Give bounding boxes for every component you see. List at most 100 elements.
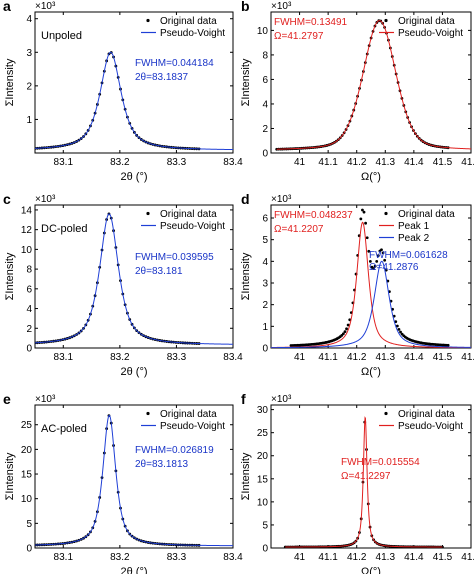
x-tick-label: 83.3 (167, 157, 187, 168)
series-line-pseudo-voight (276, 20, 471, 150)
x-tick-label: 83.1 (54, 352, 74, 363)
x-tick-label: 83.1 (54, 552, 74, 563)
y-tick-label: 5 (262, 520, 268, 531)
x-tick-label: 41.3 (376, 552, 396, 563)
y-axis-label: ΣIntensity (4, 252, 16, 300)
panel-letter: e (3, 391, 11, 407)
y-tick-label: 10 (257, 26, 269, 37)
x-tick-label: 41.1 (318, 352, 338, 363)
x-tick-label: 41.3 (376, 157, 396, 168)
y-tick-label: 2 (26, 81, 32, 92)
data-point (362, 210, 366, 214)
data-point (346, 323, 350, 327)
x-axis-label: Ω(°) (361, 171, 381, 183)
chart-panel-b: b ×10³ 41 41.1 41.2 41.3 41.4 41.5 41.6 0 2 4 6 8 10 Ω(… (240, 0, 474, 183)
series-line-peak-2 (271, 260, 471, 348)
y-tick-label: 10 (21, 494, 33, 505)
sample-label: DC-poled (41, 223, 87, 235)
x-axis-label: 2θ (°) (120, 171, 147, 183)
data-point (399, 330, 402, 334)
y-tick-label: 20 (21, 445, 33, 456)
data-point (383, 258, 387, 262)
y-tick-label: 4 (262, 257, 268, 268)
data-point (373, 264, 377, 268)
y-axis-label: ΣIntensity (240, 58, 252, 106)
panel-letter: b (241, 0, 250, 14)
x-tick-label: 41.1 (318, 157, 338, 168)
data-point (372, 267, 375, 270)
fit-annotation: FWHM=0.015554 (341, 457, 420, 468)
data-point (367, 249, 371, 253)
fit-annotation: FWHM=0.026819 (135, 445, 214, 456)
y-exponent-label: ×10³ (35, 1, 56, 12)
plot-frame (34, 204, 234, 349)
x-tick-label: 41.6 (461, 552, 474, 563)
y-tick-label: 25 (257, 428, 269, 439)
y-tick-label: 8 (26, 265, 32, 276)
legend-entry: Original data (398, 409, 455, 420)
y-tick-label: 5 (26, 519, 32, 530)
y-tick-label: 1 (26, 115, 32, 126)
legend-marker (146, 411, 150, 416)
plot-frame (270, 404, 472, 549)
legend-entry: Peak 2 (398, 233, 430, 244)
y-axis-label: ΣIntensity (240, 252, 252, 300)
legend-marker (384, 211, 388, 216)
x-axis-label: 2θ (°) (120, 566, 147, 574)
data-point (345, 327, 348, 331)
legend-entry: Original data (160, 409, 217, 420)
sample-label: AC-poled (41, 423, 87, 435)
fit-annotation: FWHM=0.048237 (274, 210, 353, 221)
y-exponent-label: ×10³ (35, 394, 56, 405)
y-tick-label: 4 (262, 99, 268, 110)
legend-entry: Pseudo-Voight (398, 28, 463, 39)
legend-entry: Peak 1 (398, 221, 430, 232)
fit-annotation-2: FWHM=0.061628 (369, 250, 448, 261)
data-layer (35, 414, 233, 547)
fit-annotation: FWHM=0.13491 (274, 17, 348, 28)
chart-panel-e: e ×10³ 83.1 83.2 83.3 83.4 0 5 10 15 20 25 2θ (°) ΣIn… (3, 391, 243, 574)
plot-frame (270, 204, 472, 349)
panel-letter: d (241, 191, 250, 207)
fit-annotation: Ω=41.2207 (274, 224, 324, 235)
data-layer (35, 212, 233, 345)
data-point (375, 259, 379, 263)
chart-panel-c: c ×10³ 83.1 83.2 83.3 83.4 0 2 4 6 8 10 12 14 2θ (°) ΣI… (3, 191, 243, 378)
data-point (359, 217, 363, 221)
y-tick-label: 1 (262, 322, 268, 333)
chart-panel-f: f ×10³ 41 41.1 41.2 41.3 41.4 41.5 41.6 0 5 10 15 20 2… (240, 391, 474, 574)
x-tick-label: 41.5 (433, 552, 453, 563)
fit-annotation: 2θ=83.1837 (135, 72, 189, 83)
plot-frame (34, 11, 234, 154)
y-tick-label: 0 (262, 344, 268, 355)
legend-marker (384, 411, 388, 416)
series-line-pseudo-voight (35, 51, 233, 151)
x-tick-label: 41 (294, 157, 306, 168)
x-tick-label: 83.3 (167, 552, 187, 563)
y-tick-label: 0 (262, 544, 268, 555)
x-tick-label: 41.5 (433, 157, 453, 168)
x-tick-label: 41.5 (433, 352, 453, 363)
data-point (364, 221, 367, 225)
chart-panel-d: d ×10³ 41 41.1 41.2 41.3 41.4 41.5 41.6 0 1 2 3 4 5 6 Ω(… (240, 191, 474, 378)
panel-letter: f (241, 391, 246, 407)
x-axis-label: Ω(°) (361, 366, 381, 378)
legend-entry: Original data (398, 16, 455, 27)
legend-marker (146, 211, 150, 216)
x-tick-label: 41.6 (461, 352, 474, 363)
y-tick-label: 3 (262, 279, 268, 290)
y-tick-label: 15 (257, 474, 269, 485)
x-tick-label: 41.4 (404, 352, 424, 363)
legend-marker (146, 18, 150, 23)
legend-entry: Original data (160, 16, 217, 27)
data-point (361, 208, 364, 212)
data-point (446, 343, 450, 347)
y-exponent-label: ×10³ (271, 394, 292, 405)
y-tick-label: 15 (21, 470, 33, 481)
data-point (341, 332, 345, 336)
y-tick-label: 2 (262, 124, 268, 135)
chart-panel-a: a ×10³ 83.1 83.2 83.3 83.4 1 2 3 4 2θ (°) ΣIntensit… (3, 0, 243, 183)
series-line-pseudo-voight (35, 414, 233, 547)
data-point (384, 268, 388, 272)
fit-annotation: FWHM=0.044184 (135, 58, 214, 69)
